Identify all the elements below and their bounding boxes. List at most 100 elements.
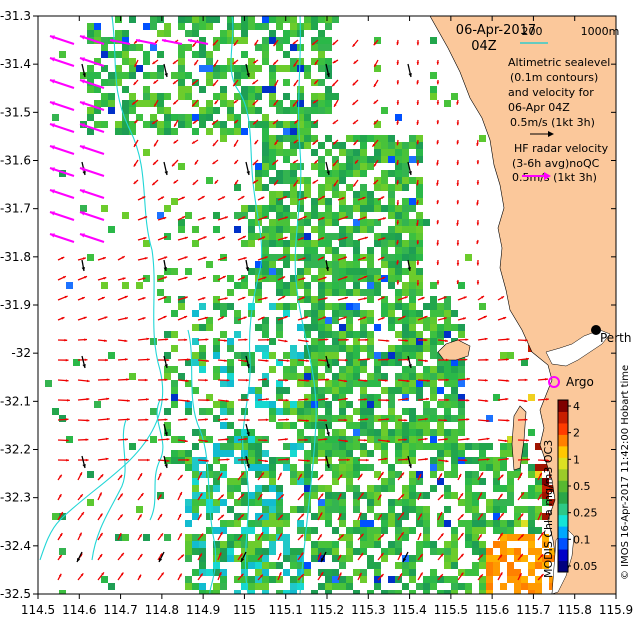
chlorophyll-pixel (332, 338, 339, 345)
chlorophyll-pixel (192, 499, 199, 506)
chlorophyll-pixel (325, 506, 332, 513)
chlorophyll-pixel (395, 373, 402, 380)
chlorophyll-pixel (535, 464, 542, 471)
chlorophyll-pixel (220, 86, 227, 93)
chlorophyll-pixel (493, 471, 500, 478)
chlorophyll-pixel (360, 331, 367, 338)
chlorophyll-pixel (304, 16, 311, 23)
chlorophyll-pixel (430, 415, 437, 422)
chlorophyll-pixel (472, 513, 479, 520)
chlorophyll-pixel (430, 457, 437, 464)
chlorophyll-pixel (192, 485, 199, 492)
chlorophyll-pixel (199, 366, 206, 373)
chlorophyll-pixel (227, 478, 234, 485)
chlorophyll-pixel (395, 205, 402, 212)
chlorophyll-pixel (367, 401, 374, 408)
chlorophyll-pixel (311, 79, 318, 86)
chlorophyll-pixel (262, 247, 269, 254)
chlorophyll-pixel (318, 156, 325, 163)
chlorophyll-pixel (255, 65, 262, 72)
chlorophyll-pixel (360, 464, 367, 471)
chlorophyll-pixel (325, 345, 332, 352)
chlorophyll-pixel (87, 23, 94, 30)
chlorophyll-pixel (283, 37, 290, 44)
chlorophyll-pixel (360, 184, 367, 191)
chlorophyll-pixel (402, 373, 409, 380)
chlorophyll-pixel (157, 128, 164, 135)
chlorophyll-pixel (283, 240, 290, 247)
chlorophyll-pixel (241, 541, 248, 548)
chlorophyll-pixel (451, 541, 458, 548)
colorbar-swatch (558, 400, 568, 412)
chlorophyll-pixel (479, 541, 486, 548)
chlorophyll-pixel (283, 310, 290, 317)
chlorophyll-pixel (269, 303, 276, 310)
chlorophyll-pixel (318, 37, 325, 44)
chlorophyll-pixel (255, 23, 262, 30)
chlorophyll-pixel (297, 135, 304, 142)
colorbar-swatch (558, 457, 568, 469)
chlorophyll-pixel (409, 317, 416, 324)
chlorophyll-pixel (416, 149, 423, 156)
chlorophyll-pixel (465, 569, 472, 576)
chlorophyll-pixel (213, 415, 220, 422)
chlorophyll-pixel (339, 345, 346, 352)
chlorophyll-pixel (521, 520, 528, 527)
chlorophyll-pixel (395, 233, 402, 240)
chlorophyll-pixel (248, 226, 255, 233)
chlorophyll-pixel (276, 191, 283, 198)
chlorophyll-pixel (290, 359, 297, 366)
chlorophyll-pixel (185, 555, 192, 562)
chlorophyll-pixel (262, 226, 269, 233)
chlorophyll-pixel (248, 541, 255, 548)
chlorophyll-pixel (409, 135, 416, 142)
chlorophyll-pixel (451, 583, 458, 590)
chlorophyll-pixel (227, 555, 234, 562)
chlorophyll-pixel (297, 268, 304, 275)
chlorophyll-pixel (248, 205, 255, 212)
chlorophyll-pixel (283, 65, 290, 72)
chlorophyll-pixel (507, 520, 514, 527)
chlorophyll-pixel (535, 485, 542, 492)
chlorophyll-pixel (150, 93, 157, 100)
chlorophyll-pixel (290, 142, 297, 149)
chlorophyll-pixel (283, 401, 290, 408)
chlorophyll-pixel (297, 282, 304, 289)
chlorophyll-pixel (311, 359, 318, 366)
chlorophyll-pixel (332, 443, 339, 450)
chlorophyll-pixel (157, 72, 164, 79)
chlorophyll-pixel (192, 506, 199, 513)
chlorophyll-pixel (311, 240, 318, 247)
chlorophyll-pixel (353, 331, 360, 338)
chlorophyll-pixel (339, 464, 346, 471)
chlorophyll-pixel (402, 240, 409, 247)
chlorophyll-pixel (332, 156, 339, 163)
chlorophyll-pixel (423, 541, 430, 548)
chlorophyll-pixel (269, 268, 276, 275)
chlorophyll-pixel (87, 72, 94, 79)
svg-text:HF radar velocity: HF radar velocity (514, 142, 609, 155)
chlorophyll-pixel (458, 324, 465, 331)
chlorophyll-pixel (395, 212, 402, 219)
chlorophyll-pixel (416, 275, 423, 282)
chlorophyll-pixel (241, 443, 248, 450)
y-tick-label: -32.2 (0, 443, 31, 457)
chlorophyll-pixel (416, 583, 423, 590)
chlorophyll-pixel (185, 520, 192, 527)
chlorophyll-pixel (367, 282, 374, 289)
chlorophyll-pixel (458, 429, 465, 436)
chlorophyll-pixel (381, 184, 388, 191)
chlorophyll-pixel (500, 527, 507, 534)
chlorophyll-pixel (374, 149, 381, 156)
chlorophyll-pixel (486, 555, 493, 562)
x-tick-label: 114.9 (186, 603, 220, 617)
chlorophyll-pixel (430, 485, 437, 492)
chlorophyll-pixel (451, 394, 458, 401)
chlorophyll-pixel (325, 520, 332, 527)
chlorophyll-pixel (360, 429, 367, 436)
chlorophyll-pixel (318, 142, 325, 149)
chlorophyll-pixel (192, 128, 199, 135)
chlorophyll-pixel (220, 135, 227, 142)
chlorophyll-pixel (94, 121, 101, 128)
chlorophyll-pixel (185, 72, 192, 79)
